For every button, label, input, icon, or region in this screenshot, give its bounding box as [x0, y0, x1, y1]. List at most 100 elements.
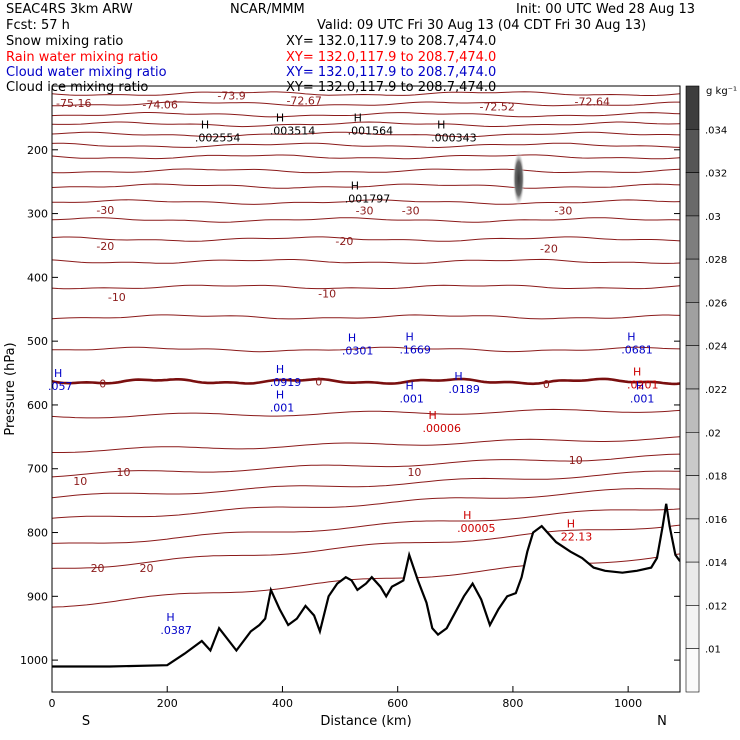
isotherm-line	[52, 436, 680, 453]
snow-max-marker: H	[276, 112, 284, 125]
colorbar-swatch	[685, 345, 700, 390]
cloud-water-max-value: .0189	[448, 383, 480, 396]
field-cloud-ice-title: Cloud ice mixing ratio	[6, 80, 149, 95]
rain-max-marker: H	[567, 517, 575, 530]
snow-max-marker: H	[351, 179, 359, 192]
colorbar-label: .022	[705, 385, 727, 396]
colorbar-label: .028	[705, 255, 727, 266]
field-cloud-water-title: Cloud water mixing ratio	[6, 65, 167, 80]
cloud-water-max-value: .057	[48, 380, 73, 393]
colorbar-label: .018	[705, 472, 727, 483]
rain-max-value: 22.13	[561, 530, 593, 543]
isotherm-line	[52, 524, 680, 569]
cloud-water-max-value: .1669	[399, 343, 431, 356]
cloud-water-max-value: .0301	[342, 345, 374, 358]
cloud-water-max-value: .001	[630, 393, 655, 406]
y-axis-label: Pressure (hPa)	[3, 342, 18, 435]
isotherm-line	[52, 168, 680, 174]
cloud-water-max-marker: H	[405, 330, 413, 343]
x-tick-label: 800	[502, 697, 523, 710]
plot-frame	[51, 85, 681, 693]
cloud-water-max-marker: H	[276, 363, 284, 376]
colorbar-swatch	[685, 302, 700, 346]
terrain-fill	[52, 503, 680, 692]
colorbar-label: .032	[705, 169, 727, 180]
terrain-line	[52, 503, 680, 668]
x-tick-label: 600	[387, 697, 408, 710]
field-rain-title: Rain water mixing ratio	[6, 50, 159, 65]
isotherm-line	[52, 314, 680, 320]
isotherm-line	[52, 91, 680, 96]
rain-max-marker: H	[428, 409, 436, 422]
cloud-water-max-value: .001	[399, 393, 424, 406]
isotherm-line	[52, 142, 680, 149]
isotherm-label: 10	[73, 475, 87, 488]
colorbar-swatch	[685, 431, 700, 476]
isotherm-label: -20	[96, 240, 114, 253]
cloud-water-max-value: .0681	[621, 343, 653, 356]
isotherm-label: 0	[99, 377, 106, 390]
isotherm-line	[52, 453, 680, 478]
isotherm-line	[52, 217, 680, 223]
snow-max-value: .003514	[270, 125, 316, 138]
isotherm-label: 20	[91, 562, 105, 575]
isotherm-label: -72.64	[575, 95, 610, 108]
colorbar-label: .03	[705, 212, 721, 223]
colorbar-swatch	[685, 518, 700, 563]
colorbar-label: .02	[705, 428, 721, 439]
field-cloud-water-xy: XY= 132.0,117.9 to 208.7,474.0	[286, 65, 497, 80]
cloud-water-max-value: .0387	[160, 624, 192, 637]
isotherm-line	[52, 470, 680, 499]
isotherm-line	[52, 236, 680, 242]
x-tick-label: 200	[157, 697, 178, 710]
y-tick-label: 1000	[20, 654, 48, 667]
y-tick-label: 800	[27, 527, 48, 540]
isotherm-line	[52, 154, 680, 160]
colorbar-swatch	[685, 258, 700, 303]
colorbar-swatch	[685, 605, 700, 650]
colorbar-label: .034	[705, 125, 727, 136]
freezing-level-line	[52, 377, 680, 386]
y-tick-label: 700	[27, 463, 48, 476]
isotherm-label: -73.9	[217, 90, 245, 103]
isotherm-label: 20	[140, 562, 154, 575]
isotherm-line	[52, 101, 680, 107]
x-axis-label: Distance (km)	[320, 714, 411, 729]
rain-max-value: .00006	[422, 422, 461, 435]
isotherm-label: -10	[108, 291, 126, 304]
isotherm-line	[52, 508, 680, 544]
isotherm-label: -30	[96, 204, 114, 217]
isotherm-label: -72.67	[286, 95, 321, 108]
colorbar-swatch	[685, 172, 700, 217]
snow-max-value: .002554	[195, 132, 241, 145]
isotherm-line	[52, 258, 680, 264]
field-rain-xy: XY= 132.0,117.9 to 208.7,474.0	[286, 50, 497, 65]
model-title: SEAC4RS 3km ARW	[6, 2, 133, 17]
rain-max-value: .00005	[457, 522, 496, 535]
snow-max-value: .000343	[431, 132, 477, 145]
cloud-water-max-marker: H	[54, 367, 62, 380]
isotherm-line	[52, 284, 680, 290]
colorbar-label: .016	[705, 515, 727, 526]
field-snow-title: Snow mixing ratio	[6, 34, 124, 49]
colorbar-swatch	[685, 85, 700, 130]
colorbar-label: .026	[705, 298, 727, 309]
isotherm-label: -74.06	[142, 98, 177, 111]
isotherm-label: 10	[569, 454, 583, 467]
snow-max-value: .001564	[348, 125, 394, 138]
snow-max-marker: H	[437, 119, 445, 132]
snow-max-marker: H	[201, 119, 209, 132]
isotherm-label: 10	[407, 466, 421, 479]
y-tick-label: 600	[27, 399, 48, 412]
colorbar-label: .01	[705, 645, 721, 656]
init-time: Init: 00 UTC Wed 28 Aug 13	[516, 2, 696, 17]
isotherm-label: 0	[315, 375, 322, 388]
field-snow-xy: XY= 132.0,117.9 to 208.7,474.0	[286, 34, 497, 49]
cloud-water-max-value: .0919	[270, 376, 302, 389]
y-tick-label: 900	[27, 590, 48, 603]
colorbar-swatch	[685, 648, 700, 693]
y-tick-label: 300	[27, 208, 48, 221]
y-tick-label: 500	[27, 335, 48, 348]
colorbar-label: .012	[705, 601, 727, 612]
colorbar-label: .014	[705, 558, 727, 569]
